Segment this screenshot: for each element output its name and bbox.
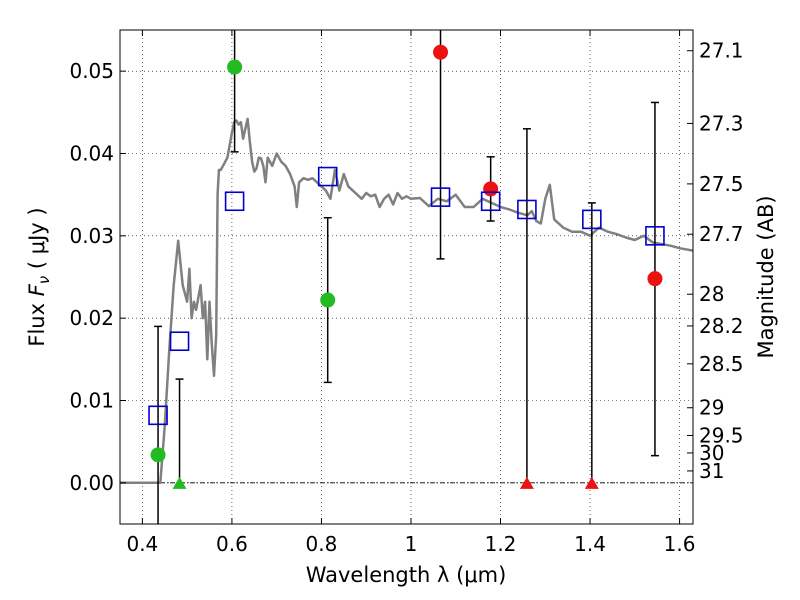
model-flux-square [480, 191, 501, 212]
data-point [320, 292, 336, 308]
y2-tick-label: 28.5 [699, 352, 744, 376]
model-flux-square [517, 199, 537, 220]
y2-tick-label: 28 [699, 282, 724, 306]
x-tick-label: 0.6 [216, 532, 248, 556]
y2-tick-label: 31 [699, 459, 724, 483]
upper-limit-marker [519, 476, 534, 489]
y-tick-label: 0.02 [69, 306, 114, 330]
model-flux-square [317, 166, 338, 187]
y-axis-label: Flux Fν ( μJy ) [25, 207, 53, 346]
y2-axis-label: Magnitude (AB) [754, 195, 778, 358]
data-markers [148, 44, 665, 489]
x-tick-label: 1.2 [485, 532, 517, 556]
y2-tick-label: 29.5 [699, 423, 744, 447]
y-axis-label-flux: Flux [25, 296, 49, 346]
data-point [647, 271, 663, 287]
y2-tick-label: 27.3 [699, 111, 744, 135]
data-point [483, 181, 499, 197]
x-axis-label: Wavelength λ (μm) [306, 563, 507, 587]
y-tick-label: 0.00 [69, 471, 114, 495]
y2-tick-label: 27.7 [699, 222, 744, 246]
model-flux-square [169, 331, 190, 352]
sed-model [120, 117, 693, 485]
y-tick-label: 0.01 [69, 389, 114, 413]
model-flux-square [430, 187, 451, 207]
y2-tick-label: 27.1 [699, 39, 744, 63]
y-axis-label-unit: ( μJy ) [25, 207, 49, 275]
data-point [227, 59, 243, 75]
y2-tick-label: 30 [699, 441, 724, 465]
upper-limit-marker [172, 476, 187, 489]
plot-area [120, 30, 693, 524]
x-tick-label: 1 [405, 532, 418, 556]
y-axis-label-symbol: F [25, 283, 49, 296]
model-flux-square [645, 226, 665, 246]
y-tick-label: 0.05 [69, 59, 114, 83]
x-tick-label: 0.8 [306, 532, 338, 556]
x-tick-label: 1.4 [574, 532, 606, 556]
model-flux-square [582, 209, 602, 230]
y-tick-label: 0.04 [69, 142, 114, 166]
y2-tick-label: 29 [699, 396, 724, 420]
axis-ticks [120, 30, 693, 524]
tick-labels: 0.4 0.6 0.8 1 1.2 1.4 1.6 0.00 0.01 0.02 0.03 0.04 0… [69, 39, 743, 556]
data-point [433, 44, 449, 60]
x-tick-label: 0.4 [126, 532, 158, 556]
sed-model-line [120, 117, 693, 485]
y-tick-label: 0.03 [69, 224, 114, 248]
y2-tick-label: 28.2 [699, 314, 744, 338]
model-flux-square [224, 191, 245, 212]
y2-tick-label: 27.5 [699, 172, 744, 196]
upper-limit-marker [584, 476, 599, 489]
model-flux-square [148, 405, 168, 426]
x-tick-label: 1.6 [664, 532, 696, 556]
data-point [150, 447, 166, 463]
y-axis-label-subscript: ν [35, 276, 53, 284]
plot-frame [119, 29, 694, 525]
